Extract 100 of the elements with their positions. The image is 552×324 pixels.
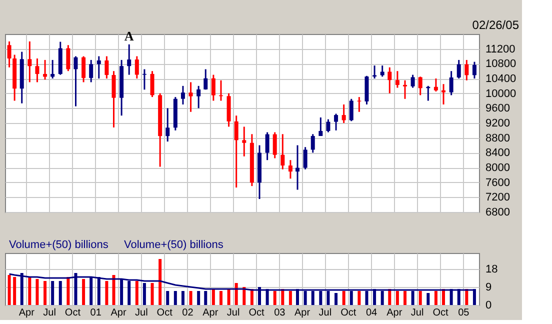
bar: [242, 287, 246, 305]
candlestick: [349, 98, 354, 122]
candlestick: [334, 112, 338, 132]
y-tick-label: 18: [486, 264, 498, 276]
candlestick: [303, 146, 308, 170]
bar: [166, 291, 170, 305]
y-tick-label: 7200: [486, 192, 510, 204]
bar: [105, 281, 108, 305]
candlestick: [326, 118, 330, 134]
y-tick-label: 0: [486, 300, 492, 312]
bar: [112, 275, 116, 305]
bar: [281, 289, 284, 305]
candlestick: [456, 59, 461, 80]
candlestick: [242, 126, 246, 158]
candlestick: [265, 132, 270, 161]
candlestick: [402, 80, 407, 100]
x-tick-label: Jul: [226, 308, 240, 318]
bar: [44, 281, 47, 305]
candlestick: [127, 44, 132, 76]
candlestick: [410, 74, 415, 89]
candlestick: [204, 68, 208, 90]
candlestick: [472, 61, 476, 80]
candlestick: [89, 59, 94, 83]
bar: [273, 291, 276, 305]
bar: [288, 291, 292, 305]
bar: [181, 291, 184, 305]
text: 02/26/05: [472, 18, 520, 32]
candlestick: [74, 56, 78, 108]
candlestick: [7, 40, 12, 68]
y-tick-label: 6800: [486, 206, 510, 218]
candlestick: [342, 104, 346, 124]
bar: [388, 289, 392, 305]
bar: [418, 291, 422, 305]
candlestick: [388, 66, 392, 94]
bar: [234, 283, 238, 305]
candlestick: [166, 107, 170, 142]
candlestick: [96, 56, 101, 80]
y-tick-label: 9: [486, 282, 492, 294]
annotation: A: [124, 28, 134, 44]
x-tick-label: Oct: [340, 308, 356, 318]
candlestick: [380, 64, 384, 78]
x-tick-label: 02: [182, 308, 194, 318]
candlestick: [50, 59, 55, 80]
candlestick: [234, 114, 238, 188]
bar: [13, 277, 16, 305]
candlestick: [196, 85, 201, 109]
bar: [150, 283, 154, 305]
candlestick: [357, 96, 362, 113]
text: Volume+(50) billions: [124, 239, 224, 251]
bar: [158, 259, 162, 305]
x-tick-label: 05: [458, 308, 470, 318]
bar: [58, 281, 62, 305]
candlestick: [82, 56, 86, 83]
candlestick: [35, 58, 40, 83]
candlestick: [211, 74, 216, 102]
x-tick-label: Jul: [43, 308, 56, 318]
bar: [227, 289, 230, 305]
candlestick: [188, 81, 193, 113]
x-tick-label: Oct: [64, 308, 81, 318]
candlestick: [442, 83, 446, 106]
y-tick-label: 8400: [486, 147, 510, 160]
y-tick-label: 10000: [486, 88, 516, 100]
y-tick-label: 8800: [486, 132, 510, 144]
x-tick-label: Oct: [156, 308, 173, 318]
candlestick: [272, 132, 277, 159]
y-tick-label: 10400: [486, 73, 516, 85]
y-tick-label: 10800: [486, 58, 516, 70]
candlestick: [449, 70, 454, 96]
bar: [250, 289, 254, 305]
x-tick-label: 04: [366, 308, 378, 318]
candlestick: [280, 133, 285, 170]
candlestick: [418, 76, 422, 96]
candlestick: [310, 133, 315, 154]
candlestick: [150, 70, 154, 98]
bar: [212, 289, 215, 305]
candlestick: [464, 59, 469, 82]
candlestick: [318, 116, 323, 137]
x-tick-label: Oct: [432, 308, 448, 318]
candlestick: [395, 70, 400, 89]
bar: [426, 293, 430, 305]
candlestick: [296, 144, 300, 190]
candlestick: [28, 40, 32, 83]
candlestick: [134, 56, 139, 80]
bar: [174, 291, 177, 305]
bar: [434, 291, 438, 305]
bar: [358, 291, 361, 305]
candlestick: [180, 85, 185, 106]
bar: [442, 289, 446, 305]
bar: [135, 281, 138, 305]
bar: [189, 291, 192, 305]
x-tick-label: Apr: [110, 308, 127, 318]
candlestick: [112, 70, 116, 128]
candlestick: [434, 78, 438, 92]
bar: [66, 277, 70, 305]
x-tick-label: 03: [274, 308, 286, 318]
x-tick-label: Apr: [386, 308, 403, 318]
bar: [197, 291, 200, 305]
x-tick-label: 01: [90, 308, 102, 318]
bar: [36, 279, 39, 305]
x-tick-label: Apr: [202, 308, 219, 318]
